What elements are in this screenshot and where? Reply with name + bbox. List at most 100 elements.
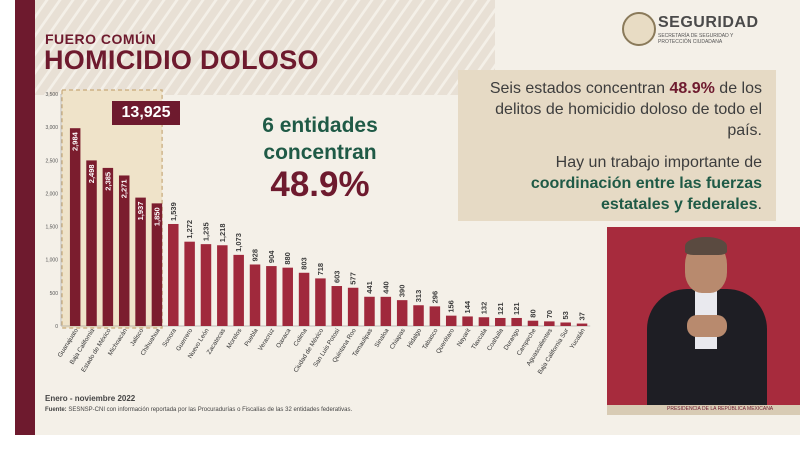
value-label: 80 <box>528 309 537 317</box>
bar-coahuila <box>495 317 506 326</box>
interpreter-video <box>607 227 800 405</box>
y-tick-label: 1,500 <box>45 225 58 231</box>
value-label: 577 <box>349 272 358 285</box>
bar-yucat-n <box>576 323 588 326</box>
category-label: Baja California Sur <box>537 327 571 375</box>
y-tick-label: 1,000 <box>45 258 58 264</box>
logo-word: SEGURIDAD <box>658 14 759 31</box>
value-label: 904 <box>267 250 276 263</box>
info-paragraph-1: Seis estados concentran 48.9% de los del… <box>489 80 762 139</box>
bar-morelos <box>233 254 244 326</box>
callout-line-2: concentran <box>263 141 377 164</box>
value-label: 390 <box>398 285 407 298</box>
interpreter-hair <box>685 237 727 255</box>
value-label: 803 <box>300 257 309 270</box>
value-label: 1,235 <box>201 222 210 241</box>
category-label: Nayarit <box>456 327 473 348</box>
y-tick-label: 0 <box>55 324 58 330</box>
y-tick-label: 3,500 <box>45 92 58 98</box>
bar-michoac-n <box>118 175 130 326</box>
video-caption: PRESIDENCIA DE LA REPÚBLICA MEXICANA <box>667 406 774 412</box>
bar-baja-california <box>86 160 97 326</box>
value-label: 2,385 <box>103 172 112 191</box>
callout-percent: 48.9% <box>270 165 370 204</box>
bar-chart: 05001,0001,5002,0002,5003,0003,5002,984G… <box>45 89 591 376</box>
bar-estado-de-m-xico <box>102 167 114 326</box>
callout-text: 6 entidades concentran <box>245 112 395 166</box>
bar-guerrero <box>184 241 195 326</box>
callout-line-1: 6 entidades <box>262 114 378 137</box>
info-paragraph-2: Hay un trabajo importante de coordinació… <box>530 154 762 213</box>
source-note: Fuente: SESNSP-CNI con información repor… <box>45 407 353 413</box>
value-label: 718 <box>316 263 325 276</box>
value-label: 132 <box>479 302 488 315</box>
seguridad-logo: SEGURIDAD SECRETARÍA DE SEGURIDAD Y PROT… <box>622 12 782 48</box>
interpreter-hands <box>687 315 727 337</box>
bar-baja-california-sur <box>560 322 571 326</box>
category-label: Colima <box>292 327 309 348</box>
value-label: 53 <box>561 311 570 319</box>
bar-durango <box>511 317 522 326</box>
category-label: Hidalgo <box>406 327 424 349</box>
value-label: 2,271 <box>120 179 129 198</box>
logo-subtext: SECRETARÍA DE SEGURIDAD Y PROTECCIÓN CIU… <box>658 33 734 45</box>
value-label: 121 <box>512 302 521 315</box>
bar-ciudad-de-m-xico <box>315 278 326 326</box>
side-strip <box>15 0 35 435</box>
category-label: Jalisco <box>129 327 145 347</box>
bar-jalisco <box>135 197 146 326</box>
bar-hidalgo <box>413 305 424 326</box>
category-label: Chiapas <box>389 327 407 350</box>
bar-san-luis-potos- <box>331 286 343 326</box>
value-label: 1,218 <box>218 223 227 242</box>
value-label: 1,073 <box>234 233 243 252</box>
bar-veracruz <box>266 266 277 326</box>
bar-sonora <box>168 223 179 326</box>
value-label: 2,498 <box>87 164 96 183</box>
y-tick-label: 3,000 <box>45 125 58 131</box>
value-label: 441 <box>365 281 374 294</box>
bar-colima <box>298 272 310 326</box>
period-label: Enero - noviembre 2022 <box>45 394 136 403</box>
bar-guanajuato <box>69 128 81 326</box>
value-label: 1,539 <box>169 202 178 221</box>
value-label: 144 <box>463 300 472 313</box>
value-label: 1,850 <box>152 207 161 226</box>
bar-oaxaca <box>282 267 293 326</box>
value-label: 70 <box>545 310 554 318</box>
category-label: Veracruz <box>257 327 276 352</box>
bar-sinaloa <box>380 296 392 326</box>
bar-quintana-roo <box>347 287 359 326</box>
value-label: 928 <box>251 249 260 262</box>
slide-title: HOMICIDIO DOLOSO <box>44 45 319 75</box>
value-label: 313 <box>414 290 423 303</box>
value-label: 121 <box>496 302 505 315</box>
category-label: Morelos <box>226 327 244 350</box>
bar-chiapas <box>396 300 408 326</box>
bar-zacatecas <box>217 245 228 326</box>
y-tick-label: 2,500 <box>45 158 58 164</box>
value-label: 2,984 <box>71 131 80 151</box>
bar-puebla <box>249 264 261 326</box>
category-label: Sonora <box>161 327 178 348</box>
bar-nayarit <box>462 316 473 326</box>
category-label: Puebla <box>243 327 260 348</box>
total-badge: 13,925 <box>112 101 180 125</box>
bar-chihuahua <box>151 203 163 326</box>
value-label: 440 <box>381 281 390 294</box>
category-label: Sinaloa <box>373 327 390 349</box>
value-label: 1,272 <box>185 220 194 239</box>
info-box: Seis estados concentran 48.9% de los del… <box>458 70 776 221</box>
bar-quer-taro <box>445 315 457 326</box>
category-label: Yucatán <box>569 327 587 350</box>
emblem-icon <box>622 12 656 46</box>
value-label: 156 <box>447 300 456 313</box>
value-label: 296 <box>430 291 439 304</box>
bar-campeche <box>527 320 539 326</box>
y-tick-label: 2,000 <box>45 191 58 197</box>
value-label: 1,937 <box>136 202 145 221</box>
bar-nuevo-le-n <box>200 244 212 326</box>
y-tick-label: 500 <box>50 291 59 297</box>
bar-aguascalientes <box>544 321 555 326</box>
bar-tlaxcala <box>478 317 490 326</box>
